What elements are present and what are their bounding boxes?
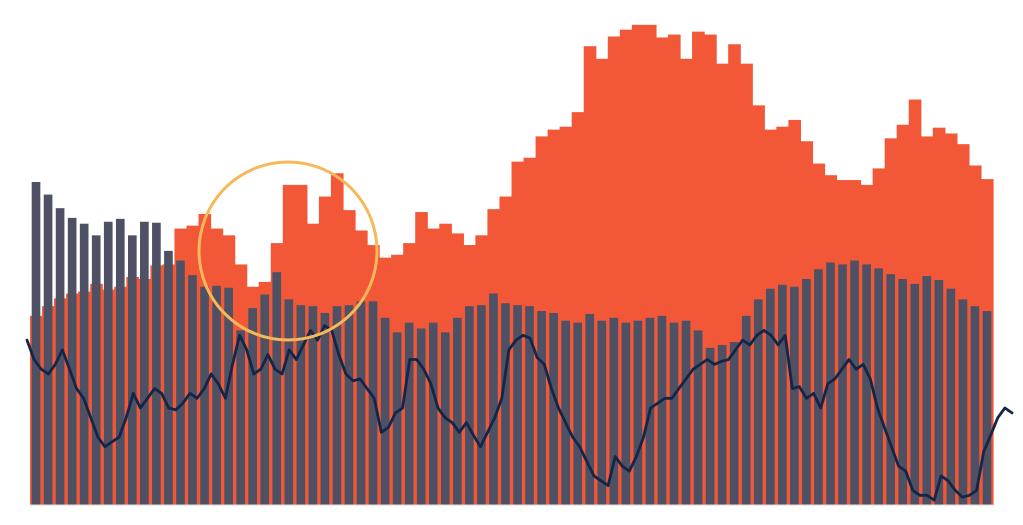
orange-bar-series	[30, 24, 994, 506]
gray-bar	[609, 317, 619, 505]
gray-bar	[537, 311, 546, 505]
gray-bar	[79, 223, 89, 505]
gray-bar	[934, 279, 944, 505]
gray-bar	[838, 264, 847, 505]
gray-bar	[260, 294, 270, 505]
gray-bar	[164, 250, 173, 505]
gray-bar	[910, 283, 920, 505]
gray-bar	[272, 272, 282, 505]
gray-bar	[525, 306, 534, 505]
gray-bar	[152, 222, 161, 506]
gray-bar	[898, 278, 908, 505]
gray-bar	[416, 328, 426, 505]
gray-bar	[212, 285, 221, 505]
gray-bar	[465, 306, 474, 505]
gray-bar	[115, 218, 125, 505]
gray-bar	[633, 320, 643, 505]
gray-bar	[248, 308, 258, 505]
gray-bar	[669, 322, 679, 505]
gray-bar	[67, 217, 77, 505]
gray-bar	[200, 286, 209, 505]
gray-bar-series	[31, 181, 992, 506]
gray-bar	[356, 301, 366, 505]
gray-bar	[790, 286, 799, 505]
gray-bar	[188, 275, 197, 505]
gray-bar	[681, 320, 691, 505]
gray-bar	[982, 311, 992, 505]
gray-bar	[741, 315, 751, 505]
gray-bar	[308, 306, 318, 505]
gray-bar	[826, 262, 835, 505]
gray-bar	[43, 194, 53, 505]
gray-bar	[561, 320, 571, 505]
gray-bar	[176, 260, 185, 505]
gray-bar	[802, 278, 811, 505]
gray-bar	[621, 322, 631, 505]
highlight-circle	[197, 160, 379, 342]
gray-bar	[320, 312, 330, 505]
gray-bar	[392, 332, 402, 505]
gray-bar	[705, 347, 715, 505]
gray-bar	[886, 274, 896, 505]
gray-bar	[862, 264, 871, 505]
gray-bar	[404, 322, 414, 505]
gray-bar	[573, 322, 583, 505]
gray-bar	[958, 299, 968, 505]
gray-bar	[91, 235, 101, 505]
gray-bar	[597, 320, 607, 505]
gray-bar	[778, 284, 787, 505]
gray-bar	[657, 315, 667, 505]
gray-bar	[501, 303, 510, 505]
gray-bar	[585, 313, 595, 505]
gray-bar	[549, 312, 558, 505]
gray-bar	[753, 299, 763, 505]
gray-bar	[380, 317, 390, 505]
gray-bar	[344, 305, 354, 505]
gray-bar	[814, 269, 823, 505]
gray-bar	[31, 181, 41, 506]
gray-bar	[477, 305, 486, 505]
gray-bar	[224, 287, 233, 505]
gray-bar	[729, 342, 739, 505]
gray-bar	[765, 288, 775, 505]
gray-bar	[850, 260, 859, 505]
gray-bar	[368, 301, 378, 505]
gray-bar	[428, 322, 438, 505]
gray-bar	[332, 306, 342, 505]
gray-bar	[513, 305, 522, 505]
gray-bar	[693, 330, 703, 505]
gray-bar	[717, 344, 727, 505]
gray-bar	[284, 299, 294, 505]
gray-bar	[236, 330, 245, 505]
gray-bar	[922, 276, 932, 505]
gray-bar	[296, 305, 306, 505]
gray-bar	[970, 306, 980, 505]
gray-bar	[140, 221, 149, 505]
gray-bar	[946, 288, 956, 505]
gray-bar	[127, 235, 137, 505]
trend-line	[25, 324, 1014, 502]
gray-bar	[489, 293, 498, 505]
gray-bar	[452, 317, 462, 505]
gray-bar	[103, 221, 113, 505]
gray-bar	[874, 268, 883, 505]
